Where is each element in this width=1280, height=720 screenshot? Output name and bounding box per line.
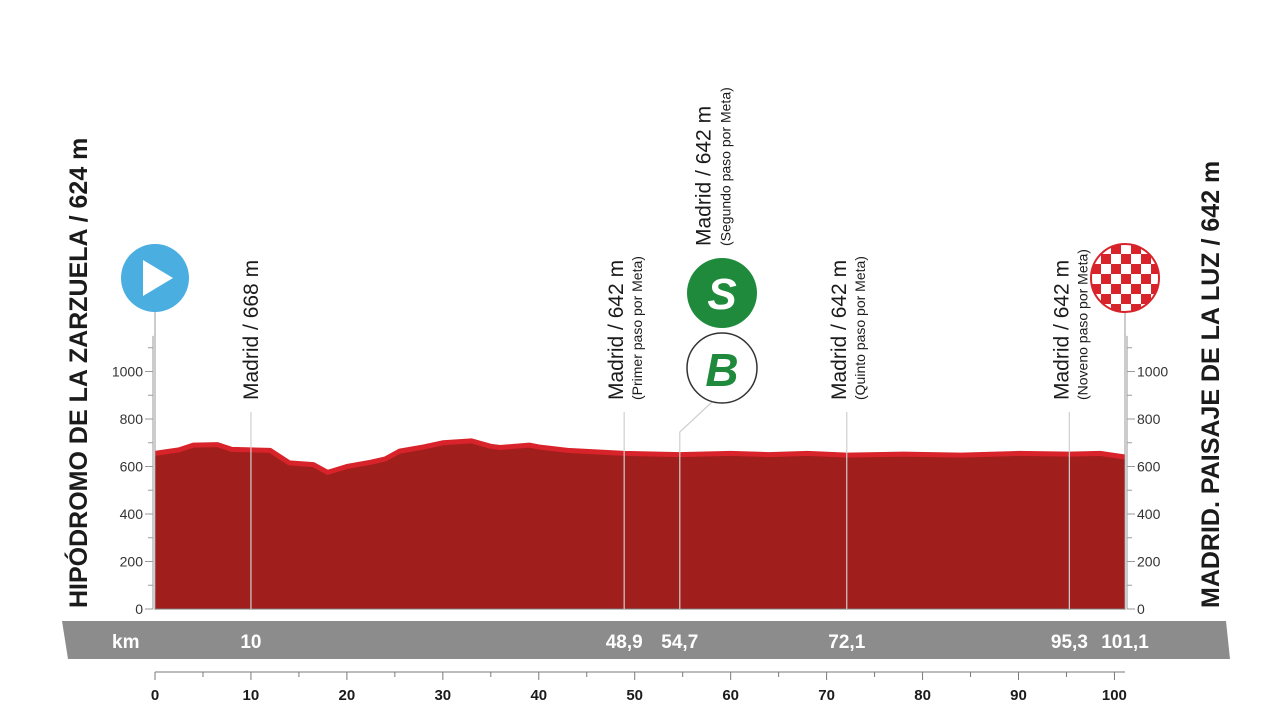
km-axis-tick-label: 40 [530,687,547,704]
left-y-tick-label: 0 [135,601,143,617]
start-marker [121,244,189,610]
right-y-tick-label: 0 [1137,601,1145,617]
left-y-tick-label: 400 [120,506,144,522]
km-marker-label: 48,9 [606,632,643,653]
waypoint-note: (Quinto paso por Meta) [852,256,868,400]
km-marker-label: 72,1 [828,632,865,653]
right-y-tick-label: 800 [1137,411,1161,427]
km-marker-label: 54,7 [661,632,698,653]
waypoint-name: Madrid / 642 m [1050,260,1073,400]
km-axis-tick-label: 80 [914,687,931,704]
finish-marker [1090,243,1160,610]
y-axes: 0 0 200 200 400 400 600 600 800 800 1000 1000 [112,335,1168,617]
km-marker-label: 101,1 [1101,632,1149,653]
profile-area [155,440,1125,609]
waypoint-name: Madrid / 642 m [605,260,628,400]
svg-text:B: B [705,344,738,396]
right-y-tick-label: 1000 [1137,364,1168,380]
km-axis-tick-label: 100 [1102,687,1127,704]
km-axis-tick-label: 20 [339,687,356,704]
left-y-tick-label: 200 [120,554,144,570]
km-axis-tick-label: 0 [151,687,159,704]
waypoint-name: Madrid / 668 m [240,260,263,400]
start-location-label: HIPÓDROMO DE LA ZARZUELA / 624 m [63,138,93,608]
km-axis-tick-label: 90 [1010,687,1027,704]
km-axis: 0 10 20 30 40 50 60 70 80 90 100 [151,671,1127,704]
right-y-tick-label: 200 [1137,554,1161,570]
play-triangle-icon [143,260,173,296]
km-band-label: km [112,632,139,653]
km-marker-label: 10 [240,632,261,653]
svg-text:S: S [707,270,736,319]
km-band: km 10 48,9 54,7 72,1 95,3 101,1 [62,621,1230,659]
waypoint-name: Madrid / 642 m [828,260,851,400]
km-marker-label: 95,3 [1051,632,1088,653]
waypoint-note: (Segundo paso por Meta) [717,87,733,246]
waypoints: Madrid / 668 m Madrid / 642 m (Primer paso… [240,87,1090,609]
profile-top-edge [154,438,1126,475]
km-axis-tick-label: 50 [626,687,643,704]
finish-location-label: MADRID. PAISAJE DE LA LUZ / 642 m [1197,161,1225,608]
bonus-connector-line [679,401,713,609]
km-axis-tick-label: 70 [818,687,835,704]
left-y-tick-label: 1000 [112,364,143,380]
left-y-tick-label: 800 [120,411,144,427]
waypoint-name: Madrid / 642 m [692,106,715,246]
waypoint-note: (Noveno paso por Meta) [1074,249,1090,400]
right-y-tick-label: 600 [1137,459,1161,475]
bonus-seconds-icon: B [686,332,758,404]
km-axis-tick-label: 10 [243,687,260,704]
km-axis-tick-label: 60 [722,687,739,704]
intermediate-sprint-icon: S [687,258,757,328]
km-axis-tick-label: 30 [434,687,451,704]
elevation-profile [154,438,1126,610]
right-y-tick-label: 400 [1137,506,1161,522]
waypoint-note: (Primer paso por Meta) [629,256,645,400]
left-y-tick-label: 600 [120,459,144,475]
